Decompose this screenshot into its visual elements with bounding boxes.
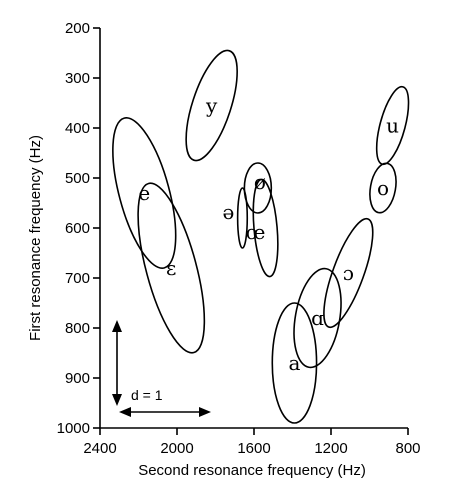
y-ticks: 200 300 400 500 600 700 800 900 1000 [57,20,100,437]
vowel-label: ɑ [311,306,324,330]
scale-indicator: d = 1 [112,320,211,417]
x-axis-title: Second resonance frequency (Hz) [138,462,366,479]
y-tick-label: 600 [65,220,90,237]
scale-horizontal-arrowhead-left [119,407,131,417]
x-tick-label: 2000 [160,440,193,457]
vowel-ellipse [271,302,318,424]
scale-label: d = 1 [131,387,163,403]
y-tick-label: 900 [65,370,90,387]
y-tick-label: 200 [65,20,90,37]
x-tick-label: 1600 [237,440,270,457]
x-tick-label: 800 [395,440,420,457]
x-tick-label: 1200 [314,440,347,457]
vowel-ellipse [112,117,177,269]
vowel-ellipse [137,182,206,354]
scale-vertical-arrowhead-bottom [112,394,122,406]
vowel-ellipse [243,162,273,214]
scale-vertical-arrowhead-top [112,320,122,332]
vowel-label: ɛ [166,256,176,280]
x-ticks: 2400 2000 1600 1200 800 [83,428,421,457]
vowel-ellipse [323,217,374,329]
y-tick-label: 500 [65,170,90,187]
y-axis-title: First resonance frequency (Hz) [27,135,44,341]
y-tick-label: 300 [65,70,90,87]
vowel-label: ə [223,200,235,224]
vowel-label: u [386,114,399,138]
y-tick-label: 400 [65,120,90,137]
vowel-label: ø [254,170,266,194]
vowel-label: a [288,351,300,375]
vowel-ellipse [236,187,249,249]
y-tick-label: 700 [65,270,90,287]
x-tick-label: 2400 [83,440,116,457]
vowel-label: y [205,94,218,118]
vowel-ellipse [185,49,238,162]
vowel-label: e [138,181,150,205]
vowel-ellipse [375,85,410,166]
vowel-label: o [377,176,389,200]
y-tick-label: 800 [65,320,90,337]
vowel-labels: y e ɛ øəœ ɑa ɔ o u [138,94,399,376]
scale-horizontal-arrowhead-right [199,407,211,417]
y-tick-label: 1000 [57,420,90,437]
vowel-ellipse [252,178,279,278]
vowel-label: ɔ [343,261,354,285]
vowel-label: œ [246,220,266,244]
vowel-ellipses [112,49,410,424]
